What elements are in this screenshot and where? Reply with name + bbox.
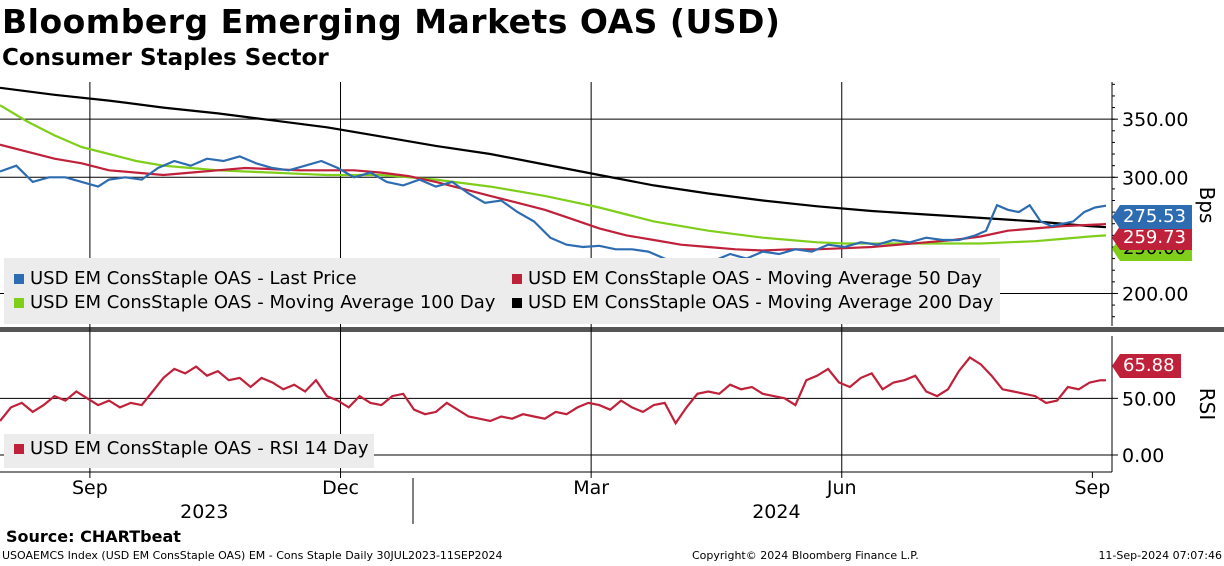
- price-tick-label: 300.00: [1122, 167, 1188, 189]
- source-label: Source: CHARTbeat: [6, 527, 181, 546]
- price-tick-label: 200.00: [1122, 283, 1188, 305]
- legend-label: USD EM ConsStaple OAS - RSI 14 Day: [30, 438, 369, 459]
- value-tag: 275.53: [1112, 205, 1192, 229]
- chart-subtitle: Consumer Staples Sector: [2, 45, 329, 71]
- legend-item: USD EM ConsStaple OAS - Last Price: [14, 268, 357, 289]
- x-tick-label: Mar: [573, 477, 609, 499]
- legend-swatch: [14, 273, 24, 284]
- series-line-ma50: [0, 143, 1107, 252]
- rsi-tick-label: 0.00: [1122, 445, 1164, 467]
- legend-swatch: [14, 443, 24, 454]
- x-tick-label: Dec: [322, 477, 359, 499]
- year-label: 2024: [752, 501, 800, 523]
- ticker-info: USOAEMCS Index (USD EM ConsStaple OAS) E…: [2, 549, 503, 562]
- value-tag: 259.73: [1112, 226, 1192, 250]
- x-tick-label: Jun: [826, 477, 857, 499]
- legend-item: USD EM ConsStaple OAS - Moving Average 5…: [512, 268, 982, 289]
- legend-item: USD EM ConsStaple OAS - Moving Average 2…: [512, 292, 993, 313]
- year-label: 2023: [180, 501, 228, 523]
- legend-label: USD EM ConsStaple OAS - Last Price: [30, 268, 357, 289]
- legend-box: [4, 258, 1000, 324]
- legend-swatch: [512, 297, 522, 308]
- x-tick-label: Sep: [1074, 477, 1110, 499]
- chart-title: Bloomberg Emerging Markets OAS (USD): [2, 2, 781, 41]
- legend-label: USD EM ConsStaple OAS - Moving Average 1…: [30, 292, 496, 313]
- legend-label: USD EM ConsStaple OAS - Moving Average 2…: [528, 292, 994, 313]
- legend-item: USD EM ConsStaple OAS - Moving Average 1…: [14, 292, 495, 313]
- price-y-label: Bps: [1195, 187, 1219, 224]
- x-tick-label: Sep: [72, 477, 108, 499]
- legend-item: USD EM ConsStaple OAS - RSI 14 Day: [14, 438, 369, 459]
- copyright: Copyright© 2024 Bloomberg Finance L.P.: [692, 549, 919, 562]
- panel-divider: [0, 327, 1224, 332]
- rsi-y-label: RSI: [1195, 388, 1219, 421]
- rsi-tick-label: 50.00: [1122, 388, 1176, 410]
- series-line-last-price: [0, 155, 1107, 270]
- legend-label: USD EM ConsStaple OAS - Moving Average 5…: [528, 268, 982, 289]
- series-line-ma200: [0, 86, 1107, 229]
- price-tick-label: 350.00: [1122, 109, 1188, 131]
- timestamp: 11-Sep-2024 07:07:46: [1098, 549, 1222, 562]
- legend-box: [4, 434, 374, 468]
- series-line-ma100: [0, 104, 1107, 245]
- legend-swatch: [512, 273, 522, 284]
- legend-swatch: [14, 297, 24, 308]
- value-tag: 65.88: [1112, 354, 1181, 378]
- series-line-rsi: [0, 356, 1107, 426]
